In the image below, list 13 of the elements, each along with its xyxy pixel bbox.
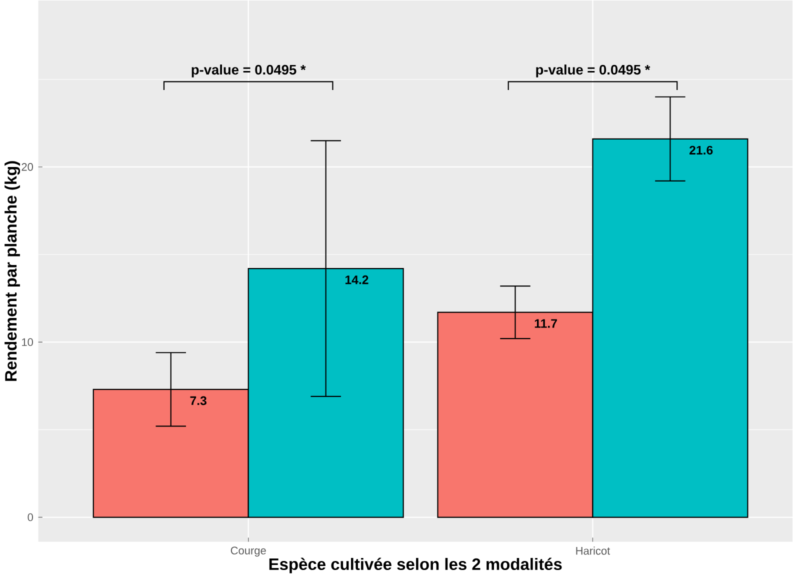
data-label: 21.6 — [690, 146, 713, 155]
data-label: 14.2 — [345, 276, 368, 284]
x-tick-label: Haricot — [576, 546, 610, 555]
data-label: 11.7 — [534, 319, 557, 328]
data-label: 7.3 — [190, 396, 206, 406]
y-tick-label: 10 — [22, 338, 34, 346]
annotation: p-value = 0.0495 * — [192, 64, 306, 78]
y-axis-title: Rendement par planche (kg) — [4, 161, 20, 381]
y-tick-label: 0 — [28, 513, 34, 522]
x-tick-label: Courge — [230, 546, 266, 557]
y-tick-label: 20 — [22, 163, 34, 171]
x-axis-title: Espèce cultivée selon les 2 modalités — [269, 558, 562, 574]
annotation: p-value = 0.0495 * — [536, 64, 650, 78]
